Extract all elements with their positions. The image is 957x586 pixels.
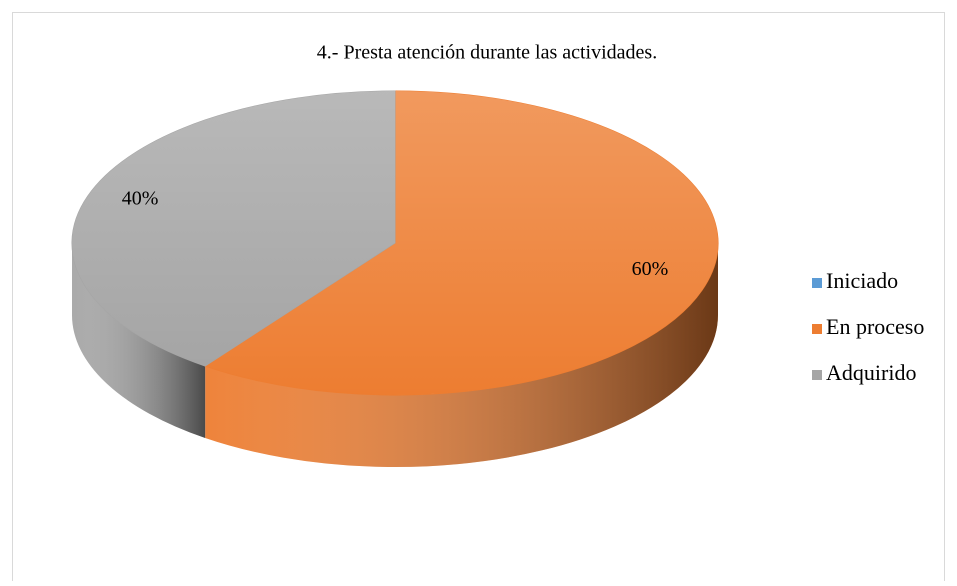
legend-label: Adquirido	[826, 360, 916, 385]
legend-swatch	[812, 324, 822, 334]
legend-label: En proceso	[826, 314, 924, 339]
pie-slice-highlight	[205, 91, 718, 395]
legend-label: Iniciado	[826, 268, 898, 293]
chart-title: 4.- Presta atención durante las activida…	[317, 42, 657, 64]
pie-side-shade	[72, 243, 206, 438]
legend-swatch	[812, 370, 822, 380]
legend-swatch	[812, 278, 822, 288]
pie-side-shade	[205, 243, 718, 467]
data-label: 40%	[122, 187, 159, 209]
data-label: 60%	[632, 258, 669, 280]
pie-slice-highlight	[71, 91, 395, 366]
